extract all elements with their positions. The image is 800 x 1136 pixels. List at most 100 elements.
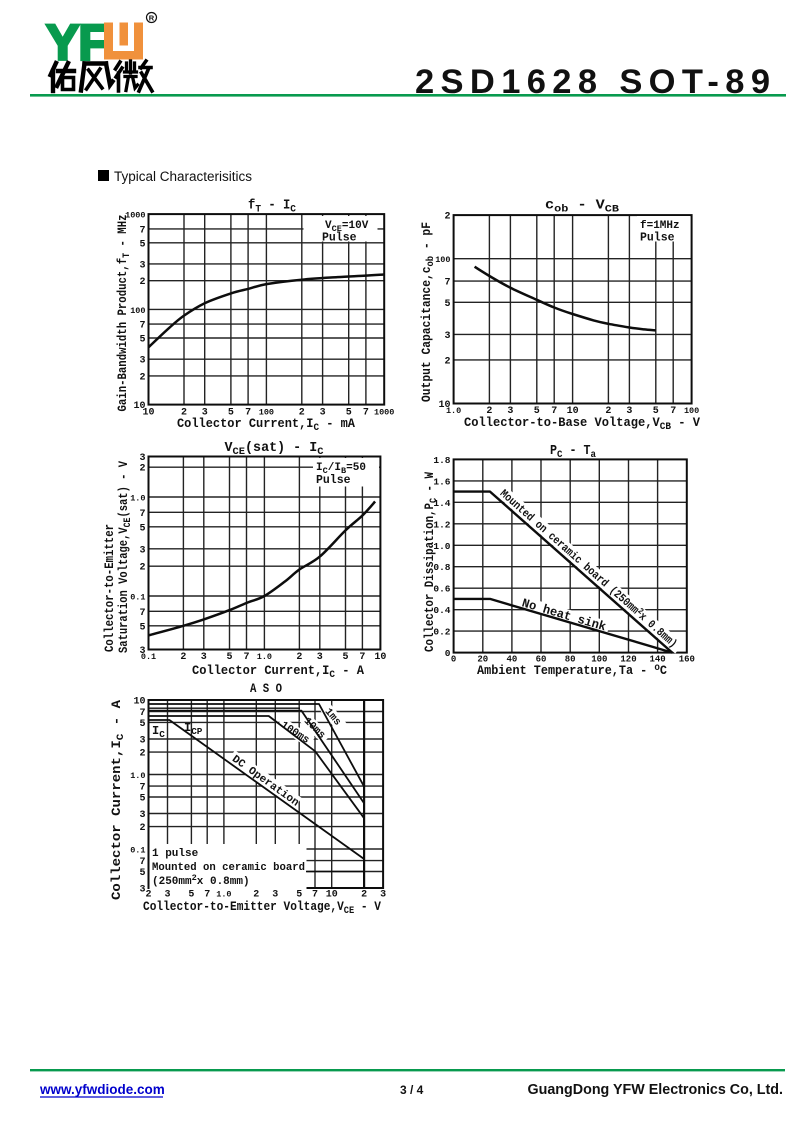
svg-text:5: 5 [139,794,145,805]
svg-text:2: 2 [139,372,145,383]
svg-text:VCE(sat) - IC: VCE(sat) - IC [225,441,325,458]
svg-text:3: 3 [139,736,145,747]
svg-text:7: 7 [204,890,210,901]
svg-text:5: 5 [346,408,352,419]
svg-text:Collector Current,IC - A: Collector Current,IC - A [109,700,127,900]
svg-text:Collector Dissipation,PC - W: Collector Dissipation,PC - W [422,472,440,652]
svg-text:3: 3 [320,408,326,419]
svg-text:Collector-to-Emitter: Collector-to-Emitter [102,524,117,652]
svg-text:(250mm2x 0.8mm): (250mm2x 0.8mm) [152,873,250,888]
svg-text:1 pulse: 1 pulse [152,848,199,860]
svg-text:140: 140 [649,655,665,665]
svg-text:7: 7 [139,225,145,236]
svg-text:Collector-to-Base Voltage,VCB: Collector-to-Base Voltage,VCB - V [464,415,700,433]
svg-text:1.8: 1.8 [433,455,450,466]
svg-text:3: 3 [139,356,145,367]
svg-text:120: 120 [620,655,636,665]
svg-text:3: 3 [444,331,450,342]
svg-text:60: 60 [536,655,547,665]
svg-text:1000: 1000 [374,408,394,418]
svg-text:3: 3 [272,890,278,901]
svg-text:0: 0 [445,648,451,659]
svg-text:3: 3 [139,453,145,464]
svg-text:5: 5 [226,652,232,663]
svg-text:Output Capacitance,cob - pF: Output Capacitance,cob - pF [419,222,437,402]
svg-text:5: 5 [139,239,145,250]
svg-text:10: 10 [133,697,145,708]
svg-text:7: 7 [139,321,145,332]
svg-text:7: 7 [139,783,145,794]
svg-text:2: 2 [139,823,145,834]
svg-text:7: 7 [139,608,145,619]
svg-text:10: 10 [438,400,450,411]
svg-text:0.6: 0.6 [433,584,450,595]
svg-text:Pulse: Pulse [316,474,351,487]
svg-text:40: 40 [506,655,517,665]
svg-text:f=1MHz: f=1MHz [640,220,680,232]
svg-text:10: 10 [326,890,338,901]
svg-text:1.0: 1.0 [257,652,272,662]
svg-text:2: 2 [361,890,367,901]
svg-text:5: 5 [228,408,234,419]
svg-text:100: 100 [259,408,274,418]
svg-text:Pulse: Pulse [640,232,675,245]
svg-text:2: 2 [253,890,259,901]
svg-text:Mounted on ceramic board: Mounted on ceramic board [152,862,305,874]
svg-text:3: 3 [626,406,632,417]
svg-text:7: 7 [139,708,145,719]
svg-text:Collector Current,IC - mA: Collector Current,IC - mA [177,416,355,434]
svg-text:7: 7 [551,406,557,417]
svg-text:7: 7 [359,652,365,663]
svg-text:Typical Characterisitics: Typical Characterisitics [114,169,252,184]
svg-text:IC: IC [152,724,165,740]
svg-text:100: 100 [684,406,699,416]
svg-text:100: 100 [130,306,145,316]
svg-text:7: 7 [670,406,676,417]
svg-text:2: 2 [486,406,492,417]
svg-text:R: R [149,14,155,23]
svg-text:IC/IB=50: IC/IB=50 [316,462,366,476]
svg-text:20: 20 [477,655,488,665]
svg-text:0.1: 0.1 [130,593,145,603]
svg-text:1.0: 1.0 [130,771,145,781]
svg-text:Gain-Bandwidth Product,fT - MH: Gain-Bandwidth Product,fT - MHz [115,215,133,412]
svg-text:1000: 1000 [125,211,145,221]
svg-text:3: 3 [317,652,323,663]
svg-text:10: 10 [142,408,154,419]
svg-text:1.6: 1.6 [433,476,450,487]
svg-text:3: 3 [164,890,170,901]
svg-text:Ambient Temperature,Ta - oC: Ambient Temperature,Ta - oC [477,663,667,678]
svg-text:5: 5 [139,335,145,346]
svg-text:2: 2 [181,408,187,419]
svg-text:5: 5 [139,622,145,633]
svg-text:7: 7 [444,278,450,289]
svg-text:100: 100 [435,255,450,265]
svg-text:3: 3 [139,810,145,821]
svg-text:7: 7 [139,509,145,520]
svg-text:100: 100 [591,655,607,665]
svg-text:0.1: 0.1 [141,652,156,662]
svg-text:5: 5 [296,890,302,901]
svg-text:2: 2 [444,356,450,367]
svg-text:3: 3 [139,545,145,556]
svg-text:3: 3 [202,408,208,419]
svg-text:2: 2 [139,749,145,760]
svg-text:Collector-to-Emitter Voltage,V: Collector-to-Emitter Voltage,VCE - V [143,899,381,917]
svg-text:7: 7 [312,890,318,901]
svg-text:7: 7 [245,408,251,419]
svg-text:5: 5 [342,652,348,663]
svg-text:10: 10 [374,652,386,663]
svg-text:5: 5 [653,406,659,417]
svg-text:VCE=10V: VCE=10V [325,220,369,234]
svg-text:7: 7 [243,652,249,663]
svg-text:fT - IC: fT - IC [248,199,297,216]
svg-text:10: 10 [567,406,579,417]
svg-text:160: 160 [679,655,695,665]
svg-text:1.0: 1.0 [446,406,461,416]
svg-text:0.4: 0.4 [433,605,450,616]
svg-text:2: 2 [139,464,145,475]
svg-text:80: 80 [565,655,576,665]
svg-text:1.0: 1.0 [216,890,231,900]
svg-text:www.yfwdiode.com: www.yfwdiode.com [39,1082,165,1097]
svg-text:3: 3 [380,890,386,901]
